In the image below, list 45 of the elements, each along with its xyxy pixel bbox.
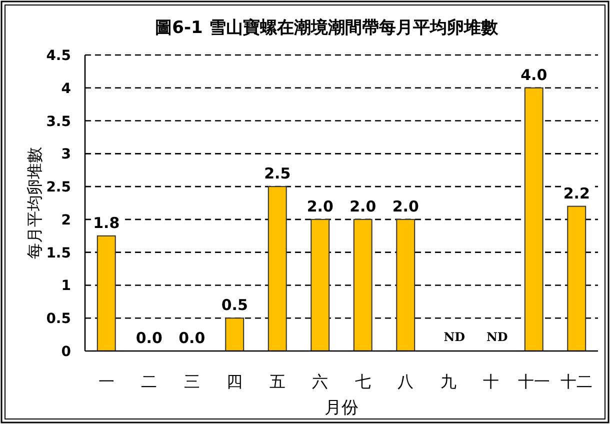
data-label: 2.2 <box>563 184 590 202</box>
data-label: 2.0 <box>392 197 419 216</box>
text: ND <box>444 330 466 344</box>
x-tick-label: 四 <box>226 372 243 391</box>
data-label: 4.0 <box>520 66 548 84</box>
data-label: 2.5 <box>264 164 291 183</box>
y-tick-label: 1 <box>61 278 71 294</box>
y-tick-label: 1.5 <box>46 245 71 262</box>
y-tick-label: 2.5 <box>46 180 71 196</box>
bar <box>524 87 544 352</box>
data-label: 2.0 <box>306 197 334 216</box>
y-tick-label: 2 <box>61 212 71 228</box>
bar <box>353 218 372 352</box>
x-tick-label: 六 <box>312 372 328 391</box>
y-tick-label: 4.5 <box>46 48 71 64</box>
x-tick-label: 八 <box>398 372 414 391</box>
data-label: 0.0 <box>178 329 206 347</box>
bar <box>225 318 244 352</box>
bar <box>268 186 287 352</box>
bar <box>567 206 586 352</box>
text: ND <box>486 330 508 344</box>
x-tick-label: 二 <box>141 372 158 391</box>
y-tick-label: 3 <box>61 146 71 163</box>
x-tick-label: 十 <box>483 372 500 391</box>
chart-title: 圖6-1 雪山寶螺在潮境潮間帶每月平均卵堆數 <box>155 18 499 38</box>
bar <box>96 235 116 352</box>
data-label: 1.8 <box>93 214 120 232</box>
data-label: 2.0 <box>350 197 376 216</box>
x-tick-label: 十二 <box>560 372 593 391</box>
x-tick-label: 七 <box>354 372 371 391</box>
x-tick-label: 十一 <box>518 372 550 391</box>
bar <box>310 218 330 352</box>
y-tick-label: 0 <box>61 344 72 360</box>
data-label: 0.0 <box>136 329 162 347</box>
x-tick-label: 九 <box>440 372 456 391</box>
y-tick-label: 4 <box>61 80 72 97</box>
x-tick-label: 一 <box>98 372 114 391</box>
bar <box>396 218 416 352</box>
y-tick-label: 0.5 <box>46 311 71 328</box>
data-label: 0.5 <box>221 296 248 314</box>
y-axis-title: 每月平均卵堆數 <box>25 147 44 259</box>
x-tick-label: 三 <box>184 372 200 391</box>
x-axis-title: 月份 <box>324 398 358 418</box>
y-tick-label: 3.5 <box>46 114 71 130</box>
x-tick-label: 五 <box>269 372 286 391</box>
